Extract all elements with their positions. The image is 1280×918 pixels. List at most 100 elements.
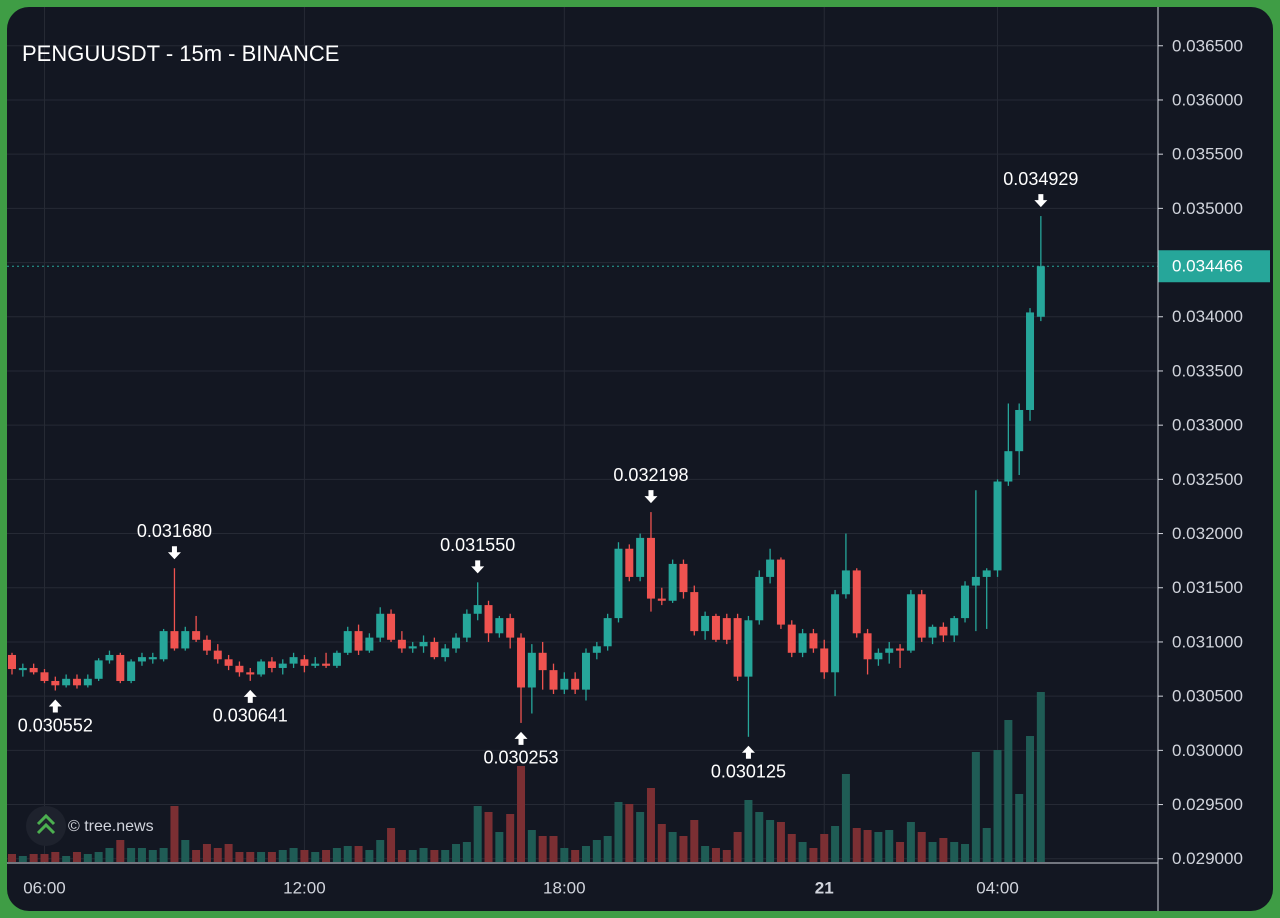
candle-body bbox=[387, 613, 396, 640]
candle-body bbox=[506, 618, 515, 638]
candle-body bbox=[105, 654, 114, 661]
candle-body bbox=[148, 657, 157, 660]
candle-body bbox=[332, 652, 341, 666]
candle-body bbox=[917, 594, 926, 638]
volume-bar bbox=[560, 848, 569, 862]
volume-bar bbox=[939, 838, 948, 862]
x-tick-label: 12:00 bbox=[283, 878, 326, 897]
candle-body bbox=[1026, 312, 1035, 410]
volume-bar bbox=[473, 806, 482, 862]
candle-body bbox=[246, 672, 255, 675]
candle-body bbox=[257, 661, 266, 675]
candle-body bbox=[441, 648, 450, 658]
volume-bar bbox=[982, 828, 991, 862]
volume-bar bbox=[776, 822, 785, 862]
candle-body bbox=[462, 613, 471, 638]
candle-body bbox=[397, 639, 406, 649]
volume-bar bbox=[202, 844, 211, 862]
volume-bar bbox=[343, 846, 352, 862]
volume-bar bbox=[408, 850, 417, 862]
candle-body bbox=[181, 631, 190, 649]
x-tick-label: 06:00 bbox=[23, 878, 66, 897]
candle-body bbox=[885, 648, 894, 653]
volume-bar bbox=[300, 850, 309, 862]
candle-body bbox=[517, 637, 526, 688]
volume-bar bbox=[917, 832, 926, 862]
candle-body bbox=[322, 663, 331, 666]
y-tick-label: 0.030500 bbox=[1172, 687, 1243, 706]
volume-bar bbox=[235, 852, 244, 862]
candle-body bbox=[874, 652, 883, 660]
candle-body bbox=[116, 654, 125, 681]
candle-body bbox=[527, 652, 536, 688]
high-arrow bbox=[167, 546, 181, 560]
candle-body bbox=[744, 620, 753, 677]
candle-body bbox=[549, 670, 558, 690]
volume-bar bbox=[636, 812, 645, 862]
y-tick-label: 0.033000 bbox=[1172, 416, 1243, 435]
volume-bar bbox=[517, 766, 526, 862]
y-tick-label: 0.029500 bbox=[1172, 795, 1243, 814]
y-tick-label: 0.032500 bbox=[1172, 470, 1243, 489]
candle-body bbox=[798, 633, 807, 653]
volume-bar bbox=[495, 832, 504, 862]
candle-body bbox=[863, 633, 872, 660]
volume-bar bbox=[971, 752, 980, 862]
candle-body bbox=[192, 631, 201, 640]
volume-bar bbox=[116, 840, 125, 862]
candle-body bbox=[18, 667, 27, 671]
last-price-label: 0.034466 bbox=[1172, 257, 1243, 276]
candle-body bbox=[614, 548, 623, 619]
high-arrow bbox=[471, 560, 485, 574]
volume-bar bbox=[127, 848, 136, 862]
candle-body bbox=[430, 641, 439, 658]
candle-body bbox=[72, 678, 81, 686]
volume-bar bbox=[181, 840, 190, 862]
candle-body bbox=[592, 646, 601, 653]
volume-bar bbox=[462, 842, 471, 862]
chart-panel bbox=[7, 7, 1273, 911]
volume-bar bbox=[928, 842, 937, 862]
volume-bar bbox=[614, 802, 623, 862]
candle-body bbox=[408, 646, 417, 649]
volume-bar bbox=[744, 800, 753, 862]
candle-body bbox=[646, 537, 655, 599]
volume-bar bbox=[701, 846, 710, 862]
volume-bar bbox=[809, 848, 818, 862]
volume-bar bbox=[213, 848, 222, 862]
candle-body bbox=[267, 661, 276, 668]
watermark-icon bbox=[36, 813, 56, 835]
candle-body bbox=[961, 585, 970, 619]
grid bbox=[7, 7, 1158, 863]
candle-body bbox=[831, 594, 840, 673]
candle-body bbox=[690, 592, 699, 632]
candle-body bbox=[452, 637, 461, 649]
candle-body bbox=[278, 663, 287, 668]
low-label: 0.030253 bbox=[483, 748, 558, 768]
candle-body bbox=[202, 639, 211, 651]
candle-body bbox=[820, 648, 829, 673]
x-tick-label: 18:00 bbox=[543, 878, 586, 897]
volume-bar bbox=[1036, 692, 1045, 862]
low-arrow bbox=[741, 745, 755, 759]
candle-body bbox=[711, 615, 720, 640]
candle-body bbox=[1004, 451, 1013, 482]
volume-bar bbox=[831, 826, 840, 862]
axes: 0.0365000.0360000.0355000.0350000.034500… bbox=[7, 36, 1270, 897]
candle-body bbox=[365, 637, 374, 651]
candle-body bbox=[300, 659, 309, 666]
volume-bar bbox=[419, 848, 428, 862]
candle-body bbox=[170, 631, 179, 649]
y-tick-label: 0.036500 bbox=[1172, 36, 1243, 55]
volume-bar bbox=[993, 750, 1002, 862]
volume-bar bbox=[40, 854, 49, 862]
candle-body bbox=[127, 661, 136, 681]
candle-body bbox=[343, 631, 352, 653]
volume-bar bbox=[170, 806, 179, 862]
volume-bar bbox=[603, 836, 612, 862]
volume-bar bbox=[311, 852, 320, 862]
candle-body bbox=[159, 631, 168, 660]
volume-bar bbox=[527, 830, 536, 862]
